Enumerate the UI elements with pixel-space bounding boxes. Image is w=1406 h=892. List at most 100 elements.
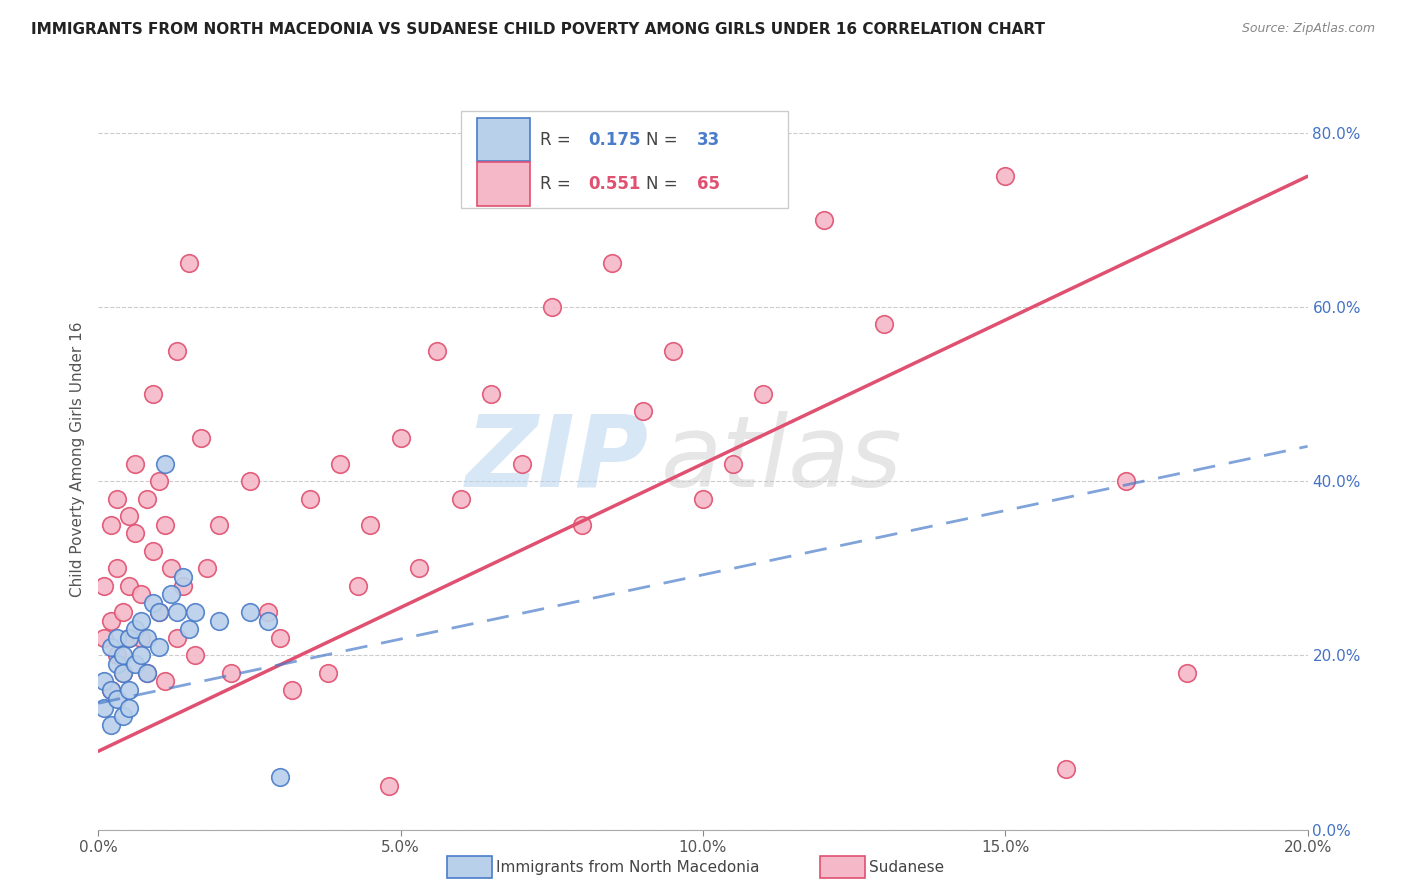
Point (129, 614, 152, 628)
Text: 65: 65 (697, 175, 720, 193)
Point (723, 457, 745, 471)
Point (118, 579, 141, 593)
Point (208, 517, 231, 532)
Text: 0.551: 0.551 (588, 175, 641, 193)
Point (153, 674, 176, 689)
Point (269, 770, 291, 784)
Point (481, 387, 503, 401)
Point (166, 605, 188, 619)
Point (105, 561, 128, 575)
Point (221, 665, 243, 680)
Point (93, 631, 115, 645)
Point (111, 665, 134, 680)
Point (360, 517, 382, 532)
Point (148, 474, 170, 488)
Text: 33: 33 (697, 130, 720, 149)
Point (208, 614, 231, 628)
Point (510, 457, 533, 471)
Point (692, 491, 714, 506)
Point (256, 614, 278, 628)
Point (450, 491, 472, 506)
Point (118, 683, 141, 698)
Point (179, 256, 201, 270)
Text: R =: R = (540, 175, 576, 193)
Point (100, 517, 122, 532)
Point (93, 674, 115, 689)
Point (631, 404, 654, 418)
Point (111, 709, 134, 723)
Point (111, 648, 134, 663)
Point (1115, 474, 1137, 488)
FancyBboxPatch shape (477, 162, 530, 206)
Point (93, 579, 115, 593)
Point (571, 517, 593, 532)
Point (100, 683, 122, 698)
Point (873, 318, 896, 332)
Point (160, 561, 183, 575)
Point (408, 561, 430, 575)
Point (124, 657, 146, 671)
Point (160, 587, 183, 601)
Point (105, 648, 128, 663)
Text: N =: N = (647, 130, 683, 149)
Text: Source: ZipAtlas.com: Source: ZipAtlas.com (1241, 22, 1375, 36)
Point (184, 648, 207, 663)
Point (299, 491, 322, 506)
Point (1054, 762, 1077, 776)
Point (100, 683, 122, 698)
Point (316, 665, 339, 680)
Text: ZIP: ZIP (465, 411, 648, 508)
Point (269, 631, 291, 645)
Text: R =: R = (540, 130, 576, 149)
Point (752, 387, 775, 401)
Point (281, 683, 304, 698)
Point (118, 700, 141, 714)
Point (179, 622, 201, 636)
Text: Immigrants from North Macedonia: Immigrants from North Macedonia (496, 860, 759, 874)
Point (148, 640, 170, 654)
Point (166, 631, 188, 645)
Text: atlas: atlas (661, 411, 903, 508)
Point (148, 605, 170, 619)
Point (239, 605, 262, 619)
Point (813, 212, 835, 227)
Point (166, 343, 188, 358)
Point (111, 665, 134, 680)
Point (105, 491, 128, 506)
Point (135, 631, 157, 645)
Point (124, 526, 146, 541)
Point (124, 457, 146, 471)
Point (540, 300, 562, 314)
Point (129, 587, 152, 601)
Point (172, 579, 194, 593)
FancyBboxPatch shape (477, 118, 530, 161)
Point (105, 631, 128, 645)
Text: N =: N = (647, 175, 683, 193)
Text: IMMIGRANTS FROM NORTH MACEDONIA VS SUDANESE CHILD POVERTY AMONG GIRLS UNDER 16 C: IMMIGRANTS FROM NORTH MACEDONIA VS SUDAN… (31, 22, 1045, 37)
Point (184, 605, 207, 619)
Point (135, 665, 157, 680)
Point (148, 605, 170, 619)
FancyBboxPatch shape (461, 112, 787, 208)
Y-axis label: Child Poverty Among Girls Under 16: Child Poverty Among Girls Under 16 (69, 322, 84, 597)
Point (190, 431, 212, 445)
Point (153, 457, 176, 471)
Text: 0.175: 0.175 (588, 130, 641, 149)
Point (135, 665, 157, 680)
Point (1175, 665, 1198, 680)
Point (239, 474, 262, 488)
Point (124, 622, 146, 636)
Point (602, 256, 624, 270)
Text: Sudanese: Sudanese (869, 860, 943, 874)
Point (661, 343, 683, 358)
Point (142, 596, 165, 610)
Point (118, 631, 141, 645)
Point (118, 508, 141, 523)
Point (111, 605, 134, 619)
Point (329, 457, 352, 471)
Point (195, 561, 218, 575)
Point (389, 431, 412, 445)
Point (105, 657, 128, 671)
Point (100, 718, 122, 732)
Point (142, 387, 165, 401)
